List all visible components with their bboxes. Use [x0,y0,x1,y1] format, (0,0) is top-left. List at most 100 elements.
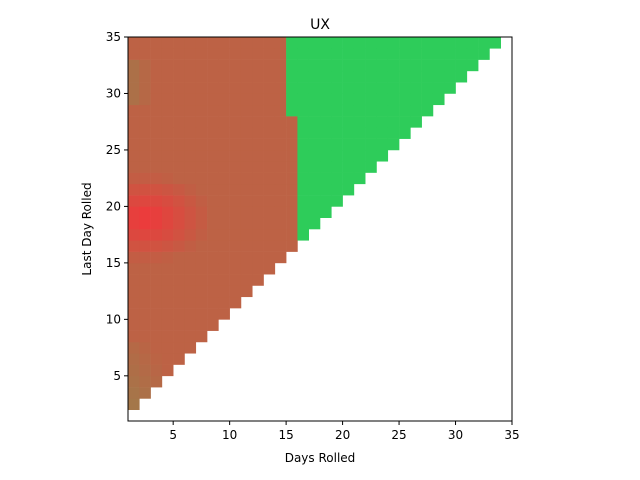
heatmap-cell [161,195,174,207]
heatmap-cell [286,70,298,83]
heatmap-cell [150,195,163,207]
heatmap-cell [410,37,422,49]
heatmap-cell [308,48,321,60]
heatmap-cell [128,172,140,185]
heatmap-cell [353,127,366,139]
heatmap-cell [150,161,163,173]
heatmap-cell [161,127,174,139]
y-tick-label: 15 [106,256,121,270]
heatmap-cell [376,93,389,106]
heatmap-cell [161,206,174,218]
heatmap-cell [297,37,309,49]
heatmap-cell [150,104,163,117]
heatmap-cell [173,353,185,365]
heatmap-cell [432,37,445,49]
heatmap-cell [207,127,219,139]
heatmap-cell [286,183,298,196]
heatmap-cell [342,149,355,162]
heatmap-cell [195,82,208,94]
heatmap-cell [128,70,140,83]
heatmap-cell [195,274,208,286]
heatmap-cell [308,172,321,185]
heatmap-cell [240,172,253,185]
heatmap-cell [150,70,163,83]
heatmap-cell [184,240,197,252]
heatmap-cell [297,161,309,173]
heatmap-cell [263,251,276,264]
heatmap-cell [308,37,321,49]
heatmap-cell [399,59,411,72]
heatmap-cell [128,116,140,128]
heatmap-cell [376,70,389,83]
heatmap-cell [128,240,140,252]
heatmap-cell [218,93,230,106]
heatmap-cell [240,48,253,60]
heatmap-cell [297,229,309,241]
heatmap-cell [161,104,174,117]
heatmap-cell [240,183,253,196]
heatmap-cell [444,59,456,72]
heatmap-cell [252,116,264,128]
heatmap-cell [308,195,321,207]
heatmap-cell [320,183,332,196]
heatmap-cell [173,308,185,320]
heatmap-cell [229,161,242,173]
heatmap-cell [286,59,298,72]
heatmap-cell [229,70,242,83]
heatmap-cell [444,37,456,49]
heatmap-cell [150,308,163,320]
heatmap-cell [320,116,332,128]
heatmap-cell [184,285,197,298]
heatmap-cell [308,59,321,72]
heatmap-cell [240,217,253,230]
heatmap-cell [207,104,219,117]
heatmap-cell [139,206,151,218]
heatmap-cell [421,59,434,72]
heatmap-cell [218,195,230,207]
x-tick-label: 10 [222,428,237,442]
heatmap-cell [263,262,276,275]
heatmap-cell [173,172,185,185]
heatmap-cell [139,285,151,298]
heatmap-cell [274,217,287,230]
heatmap-cell [331,70,343,83]
heatmap-cell [387,116,400,128]
heatmap-cell [207,48,219,60]
heatmap-cell [139,364,151,377]
heatmap-cell [320,82,332,94]
heatmap-cell [387,37,400,49]
heatmap-cell [184,195,197,207]
heatmap-cell [150,93,163,106]
heatmap-cell [263,149,276,162]
heatmap-cell [320,70,332,83]
heatmap-cell [161,138,174,151]
heatmap-cell [240,104,253,117]
heatmap-cell [173,229,185,241]
heatmap-cell [365,70,377,83]
heatmap-cell [399,93,411,106]
heatmap-cell [229,127,242,139]
heatmap-cell [184,37,197,49]
heatmap-cell [229,274,242,286]
heatmap-cell [252,37,264,49]
heatmap-cell [184,308,197,320]
heatmap-cell [229,285,242,298]
heatmap-cell [195,172,208,185]
heatmap-cell [387,48,400,60]
heatmap-cell [421,93,434,106]
heatmap-cell [263,206,276,218]
heatmap-cell [432,82,445,94]
heatmap-cell [207,161,219,173]
heatmap-cell [353,37,366,49]
heatmap-cell [376,37,389,49]
heatmap-cell [229,217,242,230]
heatmap-cell [207,172,219,185]
heatmap-cell [286,206,298,218]
heatmap-cell [353,149,366,162]
heatmap-cell [353,161,366,173]
heatmap-cell [173,183,185,196]
heatmap-cell [399,116,411,128]
heatmap-cell [218,82,230,94]
heatmap-cell [252,93,264,106]
heatmap-cell [252,195,264,207]
